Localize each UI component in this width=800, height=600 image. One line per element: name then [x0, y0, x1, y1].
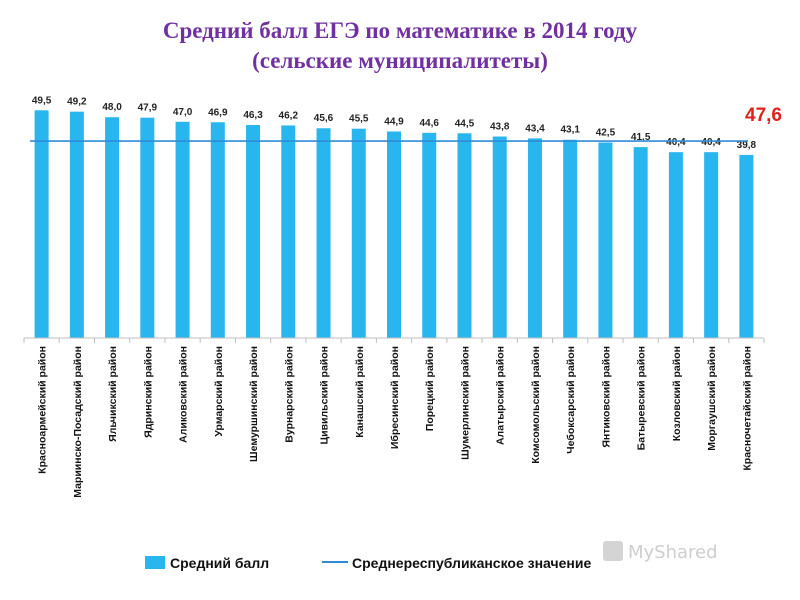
bar-20 — [704, 152, 719, 338]
category-label-2: Мариинско-Посадский район — [72, 346, 84, 498]
value-label-19: 40,4 — [666, 137, 686, 148]
value-label-10: 45,5 — [349, 114, 369, 125]
bar-4 — [140, 117, 155, 338]
category-label-6: Урмарский район — [213, 346, 225, 437]
value-label-3: 48,0 — [102, 102, 122, 113]
legend: Средний балл Среднереспубликанское значе… — [145, 555, 591, 571]
bar-17 — [598, 142, 613, 338]
bar-2 — [69, 111, 84, 339]
value-label-4: 47,9 — [138, 103, 158, 114]
value-label-16: 43,1 — [560, 125, 580, 136]
category-ticks — [23, 338, 765, 343]
value-label-11: 44,9 — [384, 116, 404, 127]
value-label-9: 45,6 — [314, 113, 334, 124]
category-label-1: Красноармейский район — [37, 346, 49, 474]
value-label-15: 43,4 — [525, 123, 545, 134]
bar-13 — [457, 133, 472, 338]
category-label-19: Козловский район — [671, 346, 683, 441]
bar-12 — [422, 132, 437, 338]
bar-18 — [633, 147, 648, 338]
bar-5 — [175, 121, 190, 338]
category-labels: Красноармейский район Мариинско-Посадский… — [37, 346, 754, 498]
category-label-15: Комсомольский район — [530, 346, 542, 464]
bar-1 — [34, 110, 49, 338]
category-label-4: Ядринский район — [142, 346, 154, 438]
bar-19 — [668, 152, 683, 338]
value-labels: 49,5 49,2 48,0 47,9 47,0 46,9 46,3 46,2 45,6 45,5… — [32, 95, 757, 151]
value-label-17: 42,5 — [596, 128, 616, 139]
category-label-21: Красночетайский район — [741, 346, 753, 471]
legend-label-line: Среднереспубликанское значение — [352, 555, 591, 571]
value-label-2: 49,2 — [67, 97, 87, 108]
bar-10 — [351, 128, 366, 338]
reference-value-label: 47,6 — [745, 105, 782, 126]
value-label-21: 39,8 — [737, 140, 757, 151]
watermark: MyShared — [603, 541, 718, 563]
bar-15 — [527, 138, 542, 338]
value-label-14: 43,8 — [490, 122, 510, 133]
category-label-10: Канашский район — [354, 346, 366, 438]
value-label-8: 46,2 — [279, 110, 299, 121]
category-label-5: Аликовский район — [178, 346, 190, 443]
category-label-20: Моргаушский район — [706, 346, 718, 451]
category-label-14: Алатырский район — [495, 346, 507, 445]
bar-14 — [492, 136, 507, 338]
value-label-1: 49,5 — [32, 95, 52, 106]
value-label-12: 44,6 — [420, 118, 440, 129]
value-label-5: 47,0 — [173, 107, 193, 118]
legend-label-bar: Средний балл — [170, 555, 269, 571]
watermark-text: MyShared — [628, 542, 718, 563]
watermark-logo-icon — [603, 541, 623, 561]
category-label-13: Шумерлинский район — [459, 346, 471, 460]
value-label-7: 46,3 — [243, 110, 263, 121]
value-label-13: 44,5 — [455, 118, 475, 129]
bar-6 — [210, 122, 225, 338]
value-label-20: 40,4 — [701, 137, 721, 148]
category-label-17: Янтиковский район — [600, 346, 612, 448]
category-label-7: Шемуршинский район — [248, 346, 260, 462]
category-label-8: Вурнарский район — [283, 346, 295, 443]
category-label-9: Цивильский район — [319, 346, 331, 445]
bar-21 — [739, 154, 754, 338]
category-label-3: Яльчикский район — [107, 346, 119, 442]
legend-swatch-bar — [145, 556, 165, 569]
category-label-18: Батыревский район — [636, 346, 648, 450]
bar-7 — [246, 125, 261, 339]
bar-3 — [105, 117, 120, 338]
chart-title: Средний балл ЕГЭ по математике в 2014 го… — [162, 18, 638, 43]
category-label-11: Ибресинский район — [389, 346, 401, 449]
bar-9 — [316, 128, 331, 338]
bars-layer — [34, 110, 754, 339]
value-label-18: 41,5 — [631, 132, 651, 143]
bar-8 — [281, 125, 296, 338]
bar-16 — [563, 139, 578, 338]
category-label-16: Чебоксарский район — [565, 346, 577, 454]
category-label-12: Порецкий район — [424, 346, 436, 431]
bar-11 — [387, 131, 401, 338]
value-label-6: 46,9 — [208, 107, 228, 118]
chart-subtitle: (сельские муниципалитеты) — [252, 48, 548, 73]
